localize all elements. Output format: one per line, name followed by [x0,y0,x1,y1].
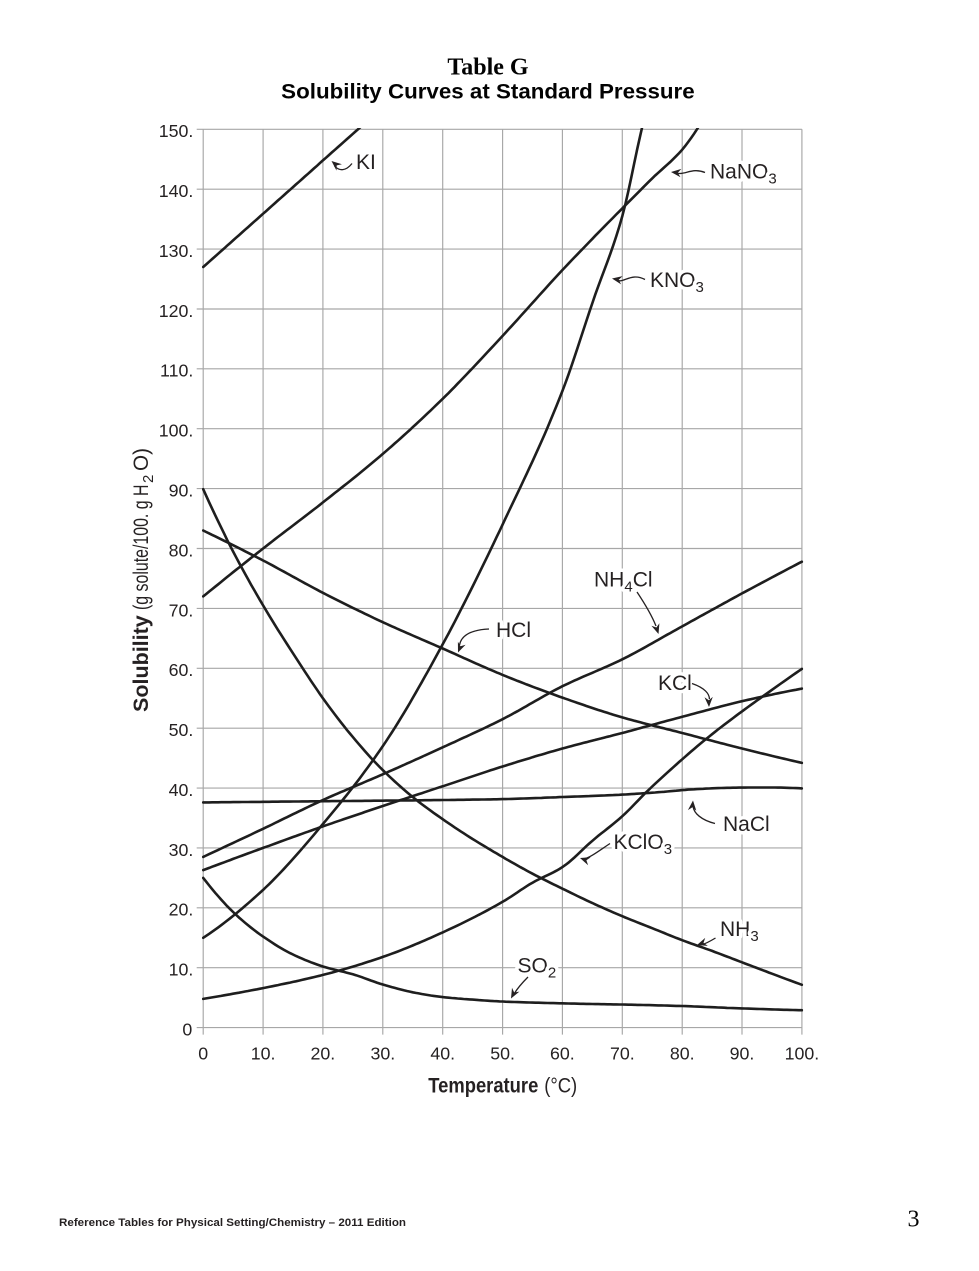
svg-text:NaCl: NaCl [723,813,770,836]
svg-text:150.: 150. [159,121,194,141]
svg-text:SO2: SO2 [518,955,557,982]
svg-text:120.: 120. [159,301,194,321]
svg-text:140.: 140. [159,181,194,201]
svg-text:30.: 30. [370,1043,395,1063]
svg-text:KI: KI [356,151,376,174]
svg-text:130.: 130. [159,241,194,261]
svg-text:100.: 100. [159,421,194,441]
svg-text:30.: 30. [169,840,194,860]
svg-text:60.: 60. [169,660,194,680]
svg-text:10.: 10. [251,1043,276,1063]
svg-text:80.: 80. [670,1043,695,1063]
svg-text:80.: 80. [169,540,194,560]
svg-text:Table G: Table G [447,55,528,81]
svg-text:KCl: KCl [658,672,692,695]
svg-text:110.: 110. [160,361,193,381]
svg-text:NH4Cl: NH4Cl [594,569,653,596]
svg-text:3: 3 [908,1207,920,1233]
svg-text:Reference Tables for Physical: Reference Tables for Physical Setting/Ch… [59,1217,406,1229]
svg-text:0: 0 [182,1020,192,1040]
svg-text:50.: 50. [490,1043,515,1063]
svg-text:HCl: HCl [496,619,531,642]
svg-text:40.: 40. [430,1043,455,1063]
svg-text:NaNO3: NaNO3 [710,161,777,188]
svg-text:90.: 90. [730,1043,755,1063]
svg-text:Temperature(°C): Temperature (°C) [428,1074,577,1098]
svg-text:10.: 10. [169,960,194,980]
svg-text:KNO3: KNO3 [650,269,704,296]
svg-text:90.: 90. [169,481,194,501]
svg-text:40.: 40. [169,780,194,800]
svg-text:0: 0 [198,1043,208,1063]
svg-text:20.: 20. [311,1043,336,1063]
svg-text:NH3: NH3 [720,918,759,945]
svg-text:100.: 100. [785,1043,820,1063]
svg-text:KClO3: KClO3 [614,831,673,858]
svg-text:70.: 70. [610,1043,635,1063]
svg-text:Solubility(g solute/100. g H2O: Solubility(g solute/100. g H2O) [129,448,157,712]
svg-text:20.: 20. [169,900,194,920]
svg-text:50.: 50. [169,720,194,740]
svg-text:60.: 60. [550,1043,575,1063]
svg-text:Solubility Curves at Standard: Solubility Curves at Standard Pressure [281,79,695,103]
svg-text:70.: 70. [169,600,194,620]
